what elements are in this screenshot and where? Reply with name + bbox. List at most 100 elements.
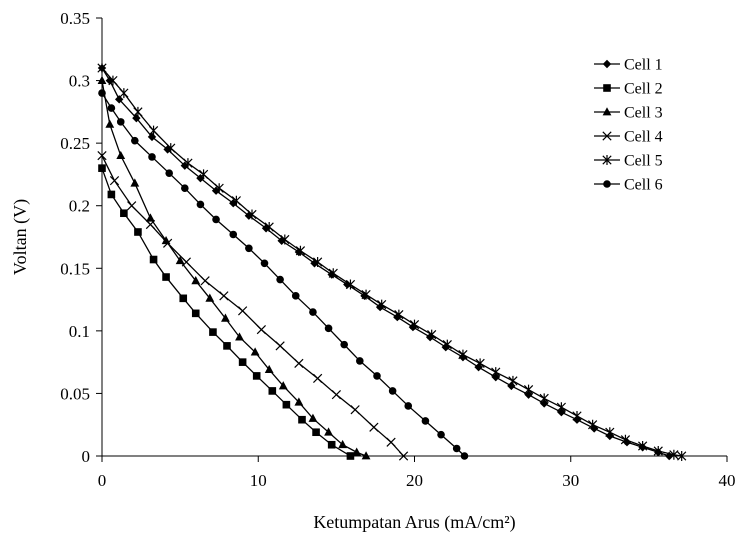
- data-point: [437, 430, 445, 439]
- data-point: [282, 400, 291, 409]
- x-tick-label: 0: [98, 471, 107, 490]
- data-point: [116, 118, 125, 126]
- data-point: [98, 164, 106, 172]
- data-point: [460, 452, 469, 460]
- series-5: [97, 63, 687, 461]
- data-point: [638, 440, 648, 451]
- data-point: [132, 113, 141, 123]
- data-point: [539, 393, 549, 404]
- legend-marker: [602, 131, 612, 141]
- y-axis-title: Voltan (V): [10, 199, 31, 275]
- data-point: [388, 387, 397, 395]
- data-point: [252, 372, 261, 380]
- y-tick-label: 0.25: [60, 134, 90, 153]
- series-line: [101, 67, 682, 457]
- data-point: [653, 445, 663, 456]
- legend-label: Cell 6: [624, 177, 663, 194]
- data-point: [149, 255, 158, 264]
- data-point: [338, 439, 348, 449]
- data-point: [181, 257, 191, 267]
- data-point: [134, 228, 142, 236]
- legend-item: Cell 2: [594, 81, 663, 98]
- y-tick-label: 0.05: [60, 384, 90, 403]
- data-point: [605, 427, 615, 438]
- data-point: [148, 125, 159, 136]
- data-point: [295, 245, 306, 256]
- data-point: [291, 292, 300, 300]
- data-point: [200, 276, 210, 286]
- data-point: [556, 402, 566, 413]
- data-point: [212, 215, 220, 224]
- data-point: [247, 209, 257, 220]
- data-point: [109, 176, 120, 186]
- data-point: [97, 151, 107, 161]
- data-point: [231, 195, 241, 206]
- data-point: [223, 342, 231, 350]
- data-point: [97, 63, 107, 74]
- data-point: [427, 329, 437, 340]
- data-point: [327, 440, 336, 449]
- x-tick-label: 40: [719, 471, 736, 490]
- series-line: [101, 155, 405, 457]
- data-point: [114, 95, 124, 104]
- data-point: [404, 402, 413, 410]
- legend-item: Cell 5: [594, 153, 663, 170]
- data-point: [308, 413, 318, 422]
- data-point: [309, 308, 317, 316]
- data-point: [475, 358, 485, 369]
- series-1: [97, 63, 674, 461]
- data-point: [452, 444, 461, 453]
- x-tick-label: 20: [406, 471, 423, 490]
- data-point: [369, 422, 379, 432]
- legend-marker: [602, 107, 612, 116]
- data-point: [386, 437, 396, 447]
- legend-marker: [602, 59, 612, 69]
- data-point: [229, 230, 238, 239]
- data-point: [105, 119, 115, 128]
- data-point: [238, 306, 248, 316]
- series-line: [101, 80, 367, 457]
- data-point: [298, 415, 306, 424]
- data-point: [162, 273, 170, 281]
- legend-item: Cell 1: [594, 57, 663, 74]
- y-tick-label: 0.15: [60, 259, 90, 278]
- data-point: [312, 428, 320, 437]
- data-point: [250, 347, 260, 356]
- data-point: [340, 340, 348, 349]
- data-point: [361, 451, 371, 460]
- axes: 0 10 20 30 40 0 0.05 0.1 0.15 0.2 0.25 0.3 0.35: [60, 9, 735, 490]
- data-point: [108, 75, 118, 86]
- data-point: [133, 106, 143, 117]
- legend-label: Cell 2: [624, 81, 663, 98]
- data-point: [421, 417, 430, 425]
- data-point: [145, 219, 156, 230]
- data-point: [356, 357, 364, 365]
- legend-item: Cell 4: [594, 129, 663, 146]
- data-point: [346, 452, 355, 460]
- y-tick-label: 0.3: [69, 72, 90, 91]
- data-point: [214, 183, 224, 194]
- data-point: [377, 299, 387, 310]
- data-point: [130, 178, 140, 187]
- legend-label: Cell 4: [624, 129, 663, 146]
- data-point: [146, 213, 155, 222]
- data-point: [196, 200, 205, 209]
- data-point: [245, 244, 253, 253]
- legend-item: Cell 6: [594, 177, 663, 194]
- data-point: [350, 405, 360, 415]
- legend: Cell 1 Cell 2 Cell 3 Cell 4 Cell 5 Cell 6: [594, 57, 663, 194]
- data-point: [107, 104, 116, 112]
- data-point: [148, 153, 156, 161]
- data-point: [165, 169, 173, 177]
- data-point: [221, 313, 230, 322]
- data-point: [198, 169, 209, 180]
- data-point: [409, 319, 420, 330]
- data-point: [181, 184, 189, 192]
- data-point: [179, 294, 188, 303]
- data-point: [209, 328, 217, 336]
- legend-item: Cell 3: [594, 105, 663, 122]
- data-point: [324, 427, 333, 436]
- data-point: [572, 410, 582, 421]
- series-layer: [97, 63, 687, 461]
- data-point: [620, 434, 631, 445]
